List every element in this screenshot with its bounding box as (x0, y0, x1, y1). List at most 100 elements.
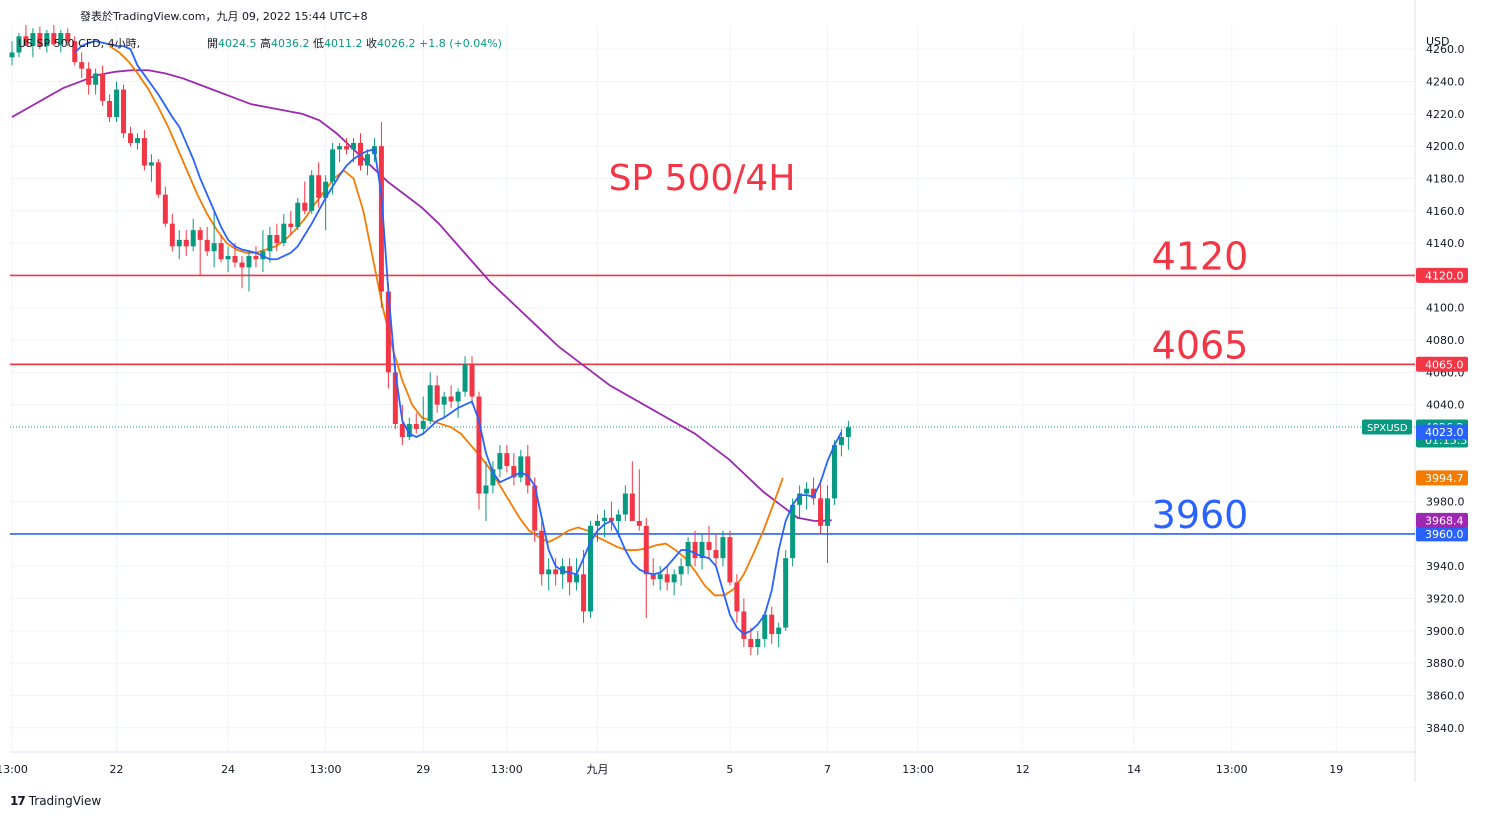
change-value: +1.8 (+0.04%) (419, 37, 502, 50)
candle-body (762, 614, 768, 639)
price-badge-1-bg (1416, 424, 1468, 440)
price-tick-label: 3920.0 (1426, 593, 1465, 606)
time-tick-label: 13:00 (491, 763, 523, 776)
price-tick-label: 4260.0 (1426, 43, 1465, 56)
candle-body (713, 550, 719, 559)
candle-body (364, 154, 370, 166)
candle-body (44, 33, 50, 47)
candle-body (622, 493, 628, 515)
low-label: 低 (313, 37, 324, 50)
candle-body (755, 638, 761, 647)
candle-body (127, 133, 133, 143)
candle-body (225, 256, 231, 260)
candle-body (769, 614, 775, 635)
candle-body (183, 239, 189, 247)
time-tick-label: 22 (110, 763, 124, 776)
candle-body (546, 569, 552, 575)
candle-body (337, 146, 343, 150)
candle-body (281, 223, 287, 244)
candle-body (141, 138, 147, 166)
time-tick-label: 7 (824, 763, 831, 776)
candle-body (93, 73, 99, 85)
candle-body (344, 146, 350, 150)
candle-body (399, 424, 405, 437)
candle-body (636, 520, 642, 526)
candle-body (100, 73, 106, 101)
price-badge-2-text: 3994.7 (1425, 472, 1464, 485)
price-tick-label: 4200.0 (1426, 140, 1465, 153)
high-label: 高 (260, 37, 271, 50)
price-tick-label: 3980.0 (1426, 496, 1465, 509)
low-value: 4011.2 (324, 37, 363, 50)
candle-body (629, 493, 635, 521)
candle-body (406, 424, 412, 437)
price-tick-label: 4240.0 (1426, 76, 1465, 89)
candle-body (455, 391, 461, 402)
high-value: 4036.2 (271, 37, 310, 50)
ohlc-readout: 開4024.5 高4036.2 低4011.2 收4026.2 +1.8 (+0… (207, 35, 502, 51)
candle-body (804, 488, 810, 494)
candle-body (295, 202, 301, 227)
candle-body (323, 181, 329, 198)
candle-body (497, 453, 503, 470)
candle-body (469, 364, 475, 397)
candle-body (330, 149, 336, 182)
price-tick-label: 3940.0 (1426, 560, 1465, 573)
ma-mid-line (109, 45, 784, 597)
candle-body (274, 235, 280, 244)
candle-body (65, 33, 71, 42)
level-badge-4120-bg (1416, 267, 1468, 283)
candle-body (838, 436, 844, 446)
time-tick-label: 13:00 (310, 763, 342, 776)
candle-body (490, 469, 496, 486)
candle-body (155, 162, 161, 195)
level-label-4120: 4120 (1152, 234, 1249, 278)
candle-body (30, 33, 36, 47)
footer-brand[interactable]: 17 TradingView (10, 794, 101, 808)
candle-body (553, 569, 559, 575)
candles (9, 25, 851, 656)
candle-body (504, 453, 510, 467)
candle-body (385, 291, 391, 373)
time-tick-label: 29 (416, 763, 430, 776)
open-label: 開 (207, 37, 218, 50)
candle-body (720, 537, 726, 559)
candle-body (107, 100, 113, 118)
candle-body (790, 504, 796, 559)
candle-body (594, 520, 600, 526)
time-tick-label: 19 (1329, 763, 1343, 776)
candle-body (441, 396, 447, 405)
candle-body (448, 396, 454, 402)
price-tick-label: 3900.0 (1426, 625, 1465, 638)
candle-body (86, 68, 92, 85)
candle-body (727, 537, 733, 583)
candle-body (699, 541, 705, 559)
candle-body (413, 424, 419, 429)
candle-body (539, 530, 545, 575)
brand-name: TradingView (28, 794, 102, 808)
candle-body (797, 493, 803, 505)
candle-body (378, 146, 384, 292)
symbol-title[interactable]: US SP 500 CFD, 4小時, (18, 37, 141, 50)
candle-body (685, 541, 691, 567)
price-tick-label: 3840.0 (1426, 722, 1465, 735)
candle-body (253, 256, 259, 260)
close-value: 4026.2 (377, 37, 416, 50)
price-badge-3-bg (1416, 512, 1468, 528)
candle-body (427, 385, 433, 421)
candle-body (58, 33, 64, 45)
candle-body (218, 243, 224, 260)
candle-body (351, 142, 357, 150)
candle-body (734, 582, 740, 612)
candle-body (692, 541, 698, 559)
candle-body (783, 558, 789, 628)
candle-body (462, 364, 468, 392)
candle-body (288, 223, 294, 227)
symbol-tag-bg (1362, 419, 1412, 435)
candle-body (190, 230, 196, 247)
price-badge-2-bg (1416, 470, 1468, 486)
candle-body (204, 239, 210, 252)
level-badge-3960-text: 3960.0 (1425, 528, 1464, 541)
